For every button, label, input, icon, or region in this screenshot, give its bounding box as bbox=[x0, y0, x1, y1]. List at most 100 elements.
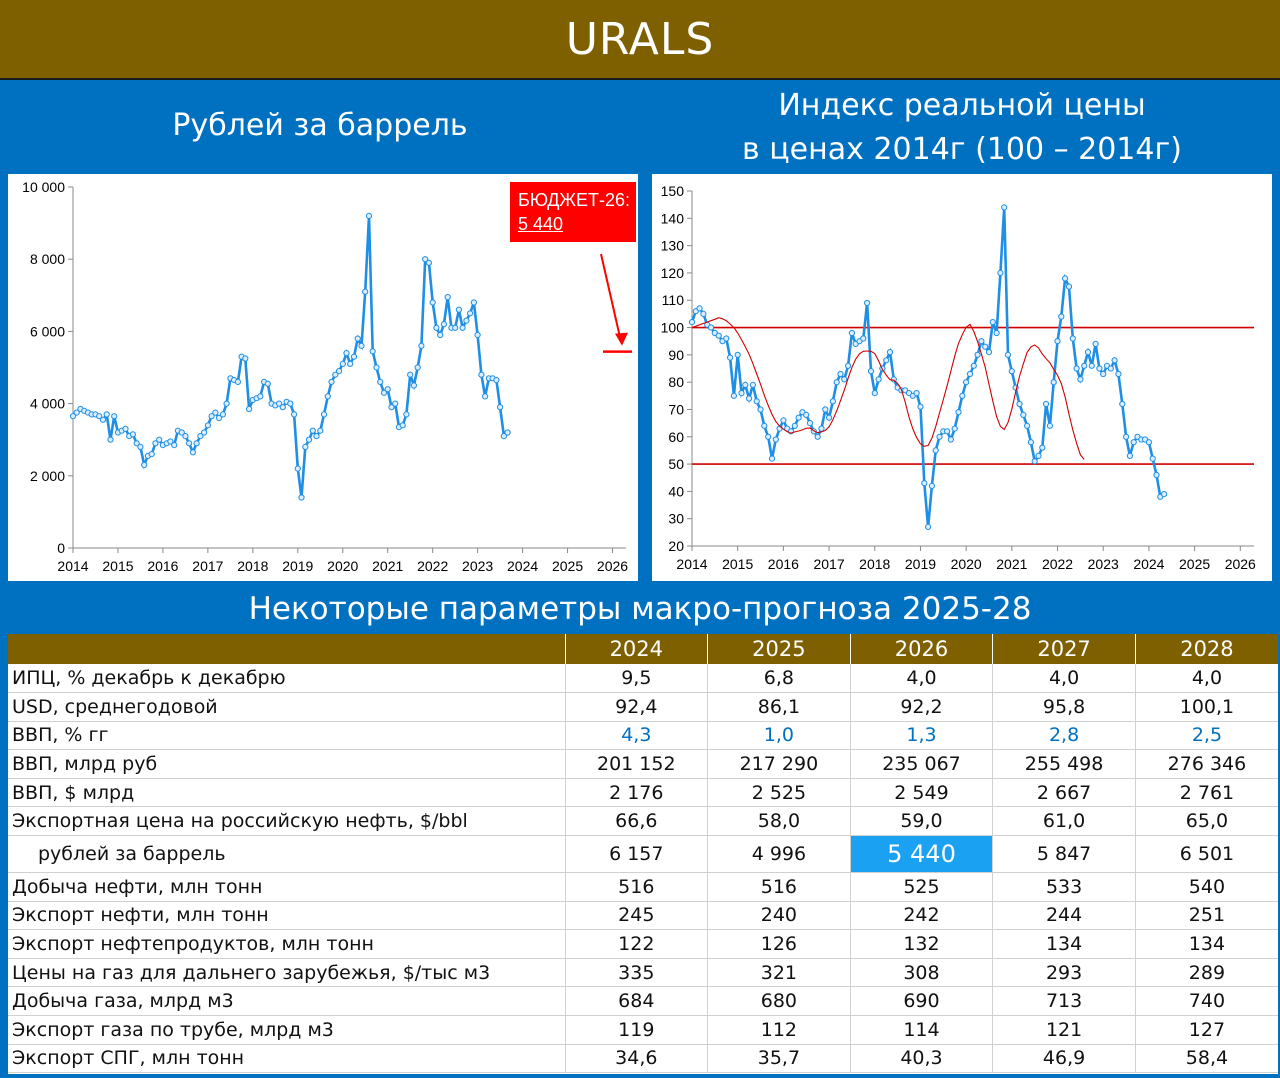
y-tick-label: 20 bbox=[668, 538, 684, 554]
budget-value: 5 440 bbox=[518, 214, 564, 234]
data-point bbox=[928, 482, 935, 489]
data-point bbox=[122, 425, 129, 432]
data-point bbox=[883, 357, 890, 364]
data-point bbox=[216, 414, 223, 422]
table-cell: 240 bbox=[707, 901, 851, 931]
data-point bbox=[320, 411, 328, 418]
row-label: USD, среднегодовой bbox=[8, 692, 565, 722]
data-point bbox=[1100, 370, 1107, 378]
data-point bbox=[133, 440, 140, 447]
data-point bbox=[1027, 439, 1034, 446]
data-point bbox=[433, 324, 440, 331]
data-point bbox=[955, 409, 962, 416]
data-point bbox=[350, 353, 358, 360]
table-cell: 119 bbox=[564, 1015, 708, 1045]
table-cell: 235 067 bbox=[849, 749, 993, 779]
data-point bbox=[347, 360, 354, 367]
right-chart-title-line-2: в ценах 2014г (100 – 2014г) bbox=[742, 132, 1182, 167]
data-point bbox=[1016, 400, 1023, 408]
x-tick-label: 2018 bbox=[859, 556, 890, 572]
data-point bbox=[768, 455, 776, 462]
table-cell: 690 bbox=[849, 986, 993, 1017]
data-point bbox=[129, 431, 137, 438]
table-cell: 2,8 bbox=[992, 720, 1136, 751]
data-point bbox=[474, 331, 481, 339]
data-point bbox=[171, 442, 178, 449]
data-point bbox=[829, 398, 836, 405]
data-point bbox=[414, 364, 421, 371]
data-point bbox=[437, 331, 444, 339]
table-cell: 516 bbox=[564, 872, 708, 902]
table-row: USD, среднегодовой 92,4 86,1 92,2 95,8 100,1 bbox=[8, 692, 1278, 722]
data-point bbox=[875, 376, 882, 383]
data-point bbox=[1046, 422, 1053, 429]
data-point bbox=[470, 299, 477, 306]
data-point bbox=[723, 335, 730, 342]
data-point bbox=[791, 422, 798, 429]
table-cell: 6 501 bbox=[1134, 835, 1278, 874]
data-point bbox=[343, 350, 350, 357]
table-cell: 540 bbox=[1134, 872, 1278, 902]
data-point bbox=[814, 433, 821, 440]
data-point bbox=[1107, 365, 1114, 372]
row-label: Цены на газ для дальнего зарубежья, $/ты… bbox=[8, 957, 565, 988]
real-price-index-chart-svg: 20 30 40 50 60 70 80 90 100 110 120 130 140 150 2014 20… bbox=[661, 183, 1256, 572]
data-point bbox=[993, 329, 1000, 337]
data-point bbox=[974, 351, 981, 358]
data-point bbox=[305, 436, 313, 443]
table-cell: 533 bbox=[992, 872, 1136, 902]
header-year: 2024 bbox=[564, 634, 708, 664]
table-cell: 255 498 bbox=[992, 749, 1136, 779]
row-label: ИПЦ, % декабрь к декабрю bbox=[8, 664, 565, 694]
data-point bbox=[422, 256, 429, 263]
data-point bbox=[425, 259, 432, 266]
data-point bbox=[137, 443, 144, 450]
data-point bbox=[696, 305, 703, 312]
data-point bbox=[867, 368, 875, 375]
data-point bbox=[1073, 365, 1080, 372]
x-tick-label: 2014 bbox=[57, 558, 88, 574]
data-point bbox=[1058, 313, 1065, 320]
row-label: рублей за баррель bbox=[8, 835, 565, 874]
data-point bbox=[313, 433, 320, 440]
data-point bbox=[429, 299, 436, 306]
data-point bbox=[833, 379, 840, 386]
data-point bbox=[727, 354, 734, 361]
data-point bbox=[478, 371, 485, 378]
x-tick-label: 2019 bbox=[905, 556, 936, 572]
y-tick-label: 80 bbox=[668, 374, 684, 390]
data-point bbox=[1088, 362, 1095, 369]
y-tick-label: 30 bbox=[668, 511, 684, 527]
y-tick-label: 150 bbox=[661, 183, 685, 199]
data-point bbox=[332, 371, 339, 378]
x-tick-label: 2021 bbox=[372, 558, 403, 574]
data-point bbox=[1126, 452, 1133, 459]
data-point bbox=[309, 427, 316, 434]
data-point bbox=[864, 299, 871, 307]
table-row: Экспорт СПГ, млн тонн 34,6 35,7 40,3 46,9 58,… bbox=[8, 1044, 1278, 1074]
table-cell: 92,4 bbox=[564, 692, 708, 722]
data-point bbox=[818, 425, 825, 432]
data-point bbox=[294, 465, 301, 472]
data-point bbox=[1065, 283, 1073, 290]
data-point bbox=[932, 447, 939, 454]
table-cell: 59,0 bbox=[849, 806, 993, 837]
data-point bbox=[715, 332, 722, 339]
table-cell: 684 bbox=[564, 986, 708, 1017]
data-point bbox=[156, 436, 163, 443]
row-label: Экспорт нефтепродуктов, млн тонн bbox=[8, 929, 565, 959]
data-point bbox=[287, 400, 294, 407]
table-cell: 9,5 bbox=[564, 664, 708, 694]
data-point bbox=[1054, 338, 1061, 345]
table-cell: 713 bbox=[992, 986, 1136, 1017]
y-tick-label: 140 bbox=[661, 210, 685, 226]
y-tick-label: 6 000 bbox=[30, 323, 65, 339]
table-cell: 2,5 bbox=[1134, 720, 1278, 751]
data-point bbox=[246, 405, 253, 413]
x-tick-label: 2022 bbox=[417, 558, 448, 574]
data-point bbox=[1130, 439, 1137, 446]
table-cell: 40,3 bbox=[849, 1044, 993, 1074]
x-tick-label: 2026 bbox=[597, 558, 628, 574]
row-label: ВВП, млрд руб bbox=[8, 749, 565, 779]
table-cell: 122 bbox=[564, 929, 708, 959]
